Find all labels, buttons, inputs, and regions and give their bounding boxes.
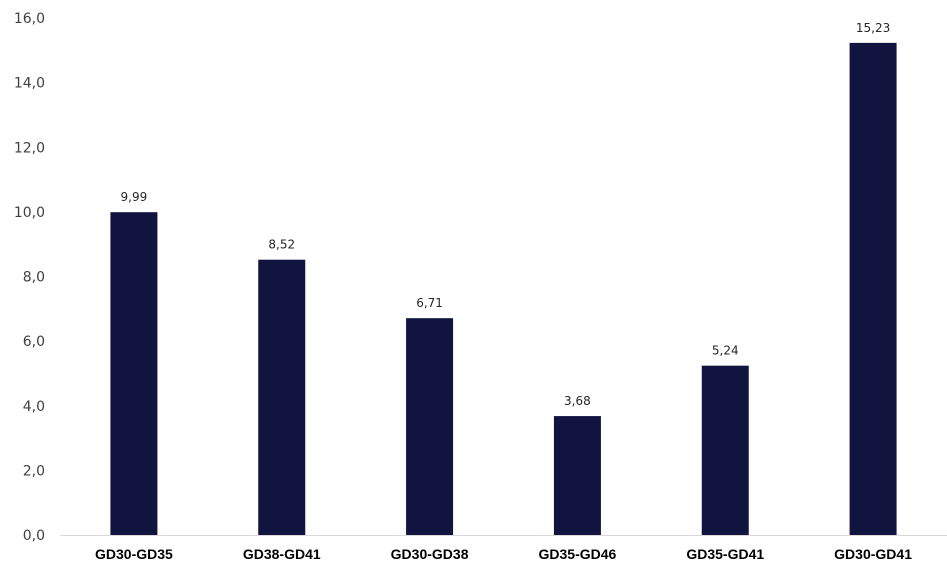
x-tick-label: GD30-GD41 xyxy=(834,546,912,562)
y-tick-label: 10,0 xyxy=(14,205,45,221)
bar xyxy=(258,259,306,535)
bar xyxy=(110,212,158,535)
data-label: 5,24 xyxy=(712,344,739,358)
bar xyxy=(406,318,454,535)
data-label: 15,23 xyxy=(856,21,890,35)
y-tick-label: 16,0 xyxy=(14,11,45,27)
x-tick-label: GD35-GD46 xyxy=(539,546,617,562)
bars-group xyxy=(110,42,897,536)
bar xyxy=(553,416,601,535)
y-tick-label: 6,0 xyxy=(23,334,45,350)
bar xyxy=(849,42,897,536)
y-tick-label: 0,0 xyxy=(23,528,45,544)
y-tick-label: 12,0 xyxy=(14,140,45,156)
data-label: 8,52 xyxy=(268,238,295,252)
y-axis: 0,0 2,0 4,0 6,0 8,0 10,0 12,0 14,0 16,0 xyxy=(14,11,45,544)
y-tick-label: 2,0 xyxy=(23,463,45,479)
x-axis: GD30-GD35 GD38-GD41 GD30-GD38 GD35-GD46 GD35… xyxy=(95,546,912,562)
y-tick-label: 14,0 xyxy=(14,76,45,92)
x-tick-label: GD30-GD35 xyxy=(95,546,173,562)
data-label: 9,99 xyxy=(121,190,148,204)
data-labels-group: 9,99 8,52 6,71 3,68 5,24 15,23 xyxy=(121,21,891,408)
x-tick-label: GD38-GD41 xyxy=(243,546,321,562)
bar xyxy=(701,365,749,535)
y-tick-label: 8,0 xyxy=(23,270,45,286)
data-label: 3,68 xyxy=(564,394,591,408)
x-tick-label: GD35-GD41 xyxy=(686,546,764,562)
y-tick-label: 4,0 xyxy=(23,399,45,415)
x-tick-label: GD30-GD38 xyxy=(391,546,469,562)
data-label: 6,71 xyxy=(416,296,443,310)
